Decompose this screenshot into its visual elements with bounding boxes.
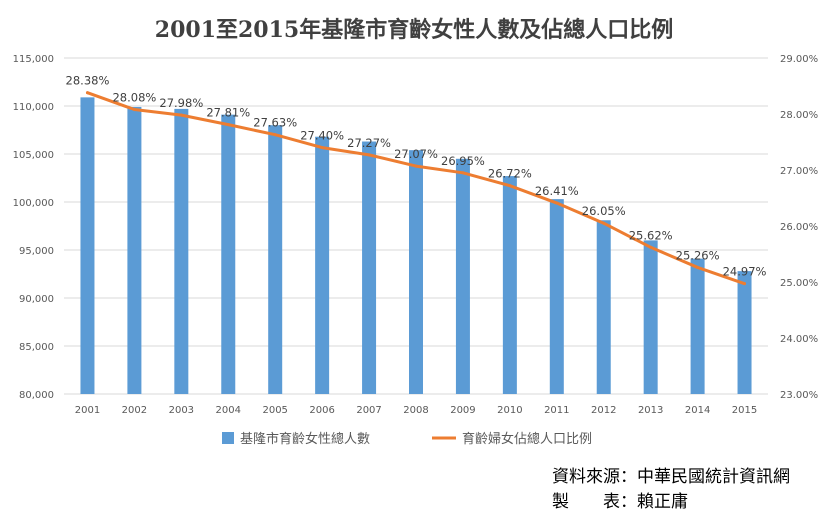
y-left-tick-label: 100,000: [13, 198, 54, 209]
y-right-tick-label: 26.00%: [780, 222, 818, 233]
x-tick-label: 2004: [216, 405, 241, 416]
bar: [127, 106, 142, 395]
line-point: [555, 201, 559, 205]
y-left-tick-label: 80,000: [19, 390, 54, 401]
bar: [80, 97, 95, 395]
bar: [737, 271, 752, 394]
line-point: [85, 91, 89, 95]
source-note: 資料來源：中華民國統計資訊網: [552, 467, 790, 487]
y-left-tick-label: 110,000: [13, 102, 54, 113]
author-note: 製 表：賴正庸: [552, 492, 688, 512]
data-label: 26.41%: [535, 184, 579, 198]
bar: [549, 199, 564, 394]
x-tick-label: 2002: [122, 405, 147, 416]
bar: [502, 176, 517, 394]
x-tick-label: 2011: [544, 405, 569, 416]
data-label: 26.05%: [582, 204, 626, 218]
y-left-tick-label: 85,000: [19, 342, 54, 353]
data-label: 27.40%: [300, 129, 344, 143]
chart-legend: 基隆市育齡女性總人數 育齡婦女佔總人口比例: [222, 431, 592, 447]
y-right-tick-label: 24.00%: [780, 334, 818, 345]
y-right-tick-label: 28.00%: [780, 110, 818, 121]
x-tick-label: 2006: [309, 405, 334, 416]
x-tick-label: 2007: [356, 405, 381, 416]
data-label: 26.95%: [441, 154, 485, 168]
bar: [268, 125, 283, 394]
bar: [221, 114, 236, 394]
legend-label-bars: 基隆市育齡女性總人數: [240, 431, 370, 447]
line-point: [367, 153, 371, 157]
x-tick-label: 2008: [403, 405, 428, 416]
bar-series: [80, 97, 752, 395]
y-left-tick-label: 115,000: [13, 54, 54, 65]
x-tick-label: 2015: [732, 405, 757, 416]
line-series: 28.38%28.08% 27.98%27.81%27.63%27.40%27.2…: [66, 74, 767, 286]
data-label: 27.27%: [347, 136, 391, 150]
y-left-tick-label: 90,000: [19, 294, 54, 305]
data-label: 26.72%: [488, 167, 532, 181]
data-label: 27.63%: [253, 116, 297, 130]
line-point: [414, 164, 418, 168]
data-label: 27.07%: [394, 147, 438, 161]
data-label: 28.08%: [112, 91, 156, 105]
line-point: [461, 171, 465, 175]
line-point: [508, 184, 512, 188]
x-tick-label: 2005: [262, 405, 287, 416]
x-tick-label: 2003: [169, 405, 194, 416]
x-tick-label: 2013: [638, 405, 663, 416]
bar: [596, 220, 611, 394]
y-right-tick-label: 23.00%: [780, 390, 818, 401]
bar: [455, 158, 470, 394]
line-point: [132, 108, 136, 112]
line-point: [696, 265, 700, 269]
data-label: 28.38%: [66, 74, 110, 88]
line-point: [602, 221, 606, 225]
line-point: [273, 133, 277, 137]
bar: [362, 141, 377, 394]
x-tick-label: 2012: [591, 405, 616, 416]
data-label: 24.97%: [723, 265, 767, 279]
line-point: [320, 146, 324, 150]
x-tick-label: 2009: [450, 405, 475, 416]
bar: [690, 258, 705, 394]
bar: [315, 136, 330, 394]
x-tick-label: 2014: [685, 405, 710, 416]
y-right-tick-label: 25.00%: [780, 278, 818, 289]
bar: [174, 108, 189, 394]
line-point: [179, 113, 183, 117]
legend-label-line: 育齡婦女佔總人口比例: [462, 431, 592, 447]
data-label: 25.62%: [629, 228, 673, 242]
bar: [409, 150, 423, 394]
line-point: [649, 245, 653, 249]
chart-title: 2001至2015年基隆市育齡女性人數及佔總人口比例: [155, 17, 673, 43]
y-right-tick-label: 29.00%: [780, 54, 818, 65]
data-label: 27.81%: [206, 106, 250, 120]
bar: [643, 240, 658, 394]
chart-axes: 80,000 85,000 90,000 95,000 100,000 105,000 11…: [13, 54, 819, 416]
data-label: 27.98%: [159, 96, 203, 110]
x-tick-label: 2010: [497, 405, 522, 416]
legend-swatch-bars: [222, 432, 234, 444]
y-right-tick-label: 27.00%: [780, 166, 818, 177]
line-point: [743, 282, 747, 286]
y-left-tick-label: 105,000: [13, 150, 54, 161]
data-label: 25.26%: [676, 248, 720, 262]
y-left-tick-label: 95,000: [19, 246, 54, 257]
x-tick-label: 2001: [75, 405, 100, 416]
line-point: [226, 123, 230, 127]
